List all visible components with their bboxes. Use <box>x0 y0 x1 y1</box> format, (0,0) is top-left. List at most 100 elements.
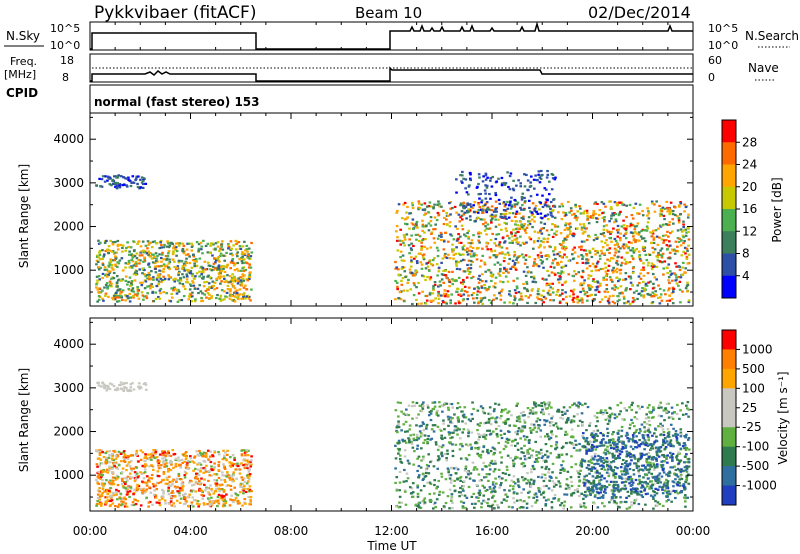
echo-cell <box>636 405 640 408</box>
echo-cell <box>625 301 628 304</box>
echo-cell <box>592 278 595 281</box>
echo-cell <box>528 220 532 223</box>
echo-cell <box>129 383 133 386</box>
echo-cell <box>687 238 691 241</box>
echo-cell <box>486 420 489 423</box>
echo-cell <box>208 276 212 279</box>
echo-cell <box>217 487 221 490</box>
echo-cell <box>189 270 193 273</box>
echo-cell <box>629 222 633 225</box>
echo-cell <box>504 212 508 215</box>
echo-cell <box>572 235 575 238</box>
echo-cell <box>247 266 251 269</box>
echo-cell <box>616 404 620 407</box>
echo-cell <box>170 292 174 296</box>
echo-cell <box>248 490 251 493</box>
echo-cell <box>197 242 201 246</box>
echo-cell <box>415 401 419 405</box>
echo-cell <box>97 381 100 384</box>
echo-cell <box>545 229 549 232</box>
echo-cell <box>634 430 638 434</box>
echo-cell <box>514 212 518 215</box>
echo-cell <box>242 477 246 480</box>
echo-cell <box>502 498 506 501</box>
echo-cell <box>598 472 602 475</box>
echo-cell <box>636 239 639 242</box>
echo-cell <box>520 447 523 450</box>
echo-cell <box>498 292 501 295</box>
echo-cell <box>511 459 515 462</box>
echo-cell <box>208 492 211 495</box>
echo-cell <box>241 504 244 507</box>
echo-cell <box>120 291 123 294</box>
echo-cell <box>426 437 430 441</box>
echo-cell <box>605 224 608 227</box>
echo-cell <box>447 240 450 243</box>
echo-cell <box>242 459 245 462</box>
echo-cell <box>582 481 586 484</box>
echo-cell <box>456 287 459 290</box>
echo-cell <box>564 246 568 249</box>
echo-cell <box>580 254 583 257</box>
echo-cell <box>683 210 686 213</box>
echo-cell <box>394 279 397 283</box>
echo-cell <box>648 423 652 427</box>
echo-cell <box>141 240 145 243</box>
echo-cell <box>482 494 486 497</box>
echo-cell <box>95 478 98 481</box>
echo-cell <box>600 298 604 301</box>
echo-cell <box>567 223 571 226</box>
echo-cell <box>492 470 496 473</box>
echo-cell <box>421 229 424 233</box>
nsky-tick-top: 10^5 <box>50 22 80 35</box>
echo-cell <box>511 241 514 245</box>
echo-cell <box>157 295 160 299</box>
echo-cell <box>233 486 236 489</box>
echo-cell <box>152 300 156 303</box>
echo-cell <box>417 464 421 468</box>
echo-cell <box>239 269 243 272</box>
echo-cell <box>222 267 225 270</box>
echo-cell <box>220 275 223 278</box>
echo-cell <box>653 265 656 268</box>
echo-cell <box>160 280 163 284</box>
echo-cell <box>525 280 528 284</box>
echo-cell <box>678 280 682 283</box>
echo-cell <box>116 505 120 508</box>
echo-cell <box>246 461 250 464</box>
echo-cell <box>134 477 138 480</box>
echo-cell <box>138 385 142 388</box>
echo-cell <box>450 499 453 502</box>
echo-cell <box>178 282 182 285</box>
echo-cell <box>130 258 134 261</box>
echo-cell <box>240 252 244 255</box>
echo-cell <box>234 497 238 500</box>
echo-cell <box>144 250 147 253</box>
echo-cell <box>135 449 139 452</box>
echo-cell <box>609 232 612 235</box>
echo-cell <box>677 442 681 445</box>
echo-cell <box>516 478 520 481</box>
echo-cell <box>101 382 104 385</box>
echo-cell <box>501 236 505 239</box>
echo-cell <box>234 239 238 243</box>
echo-cell <box>648 253 652 257</box>
echo-cell <box>414 255 418 258</box>
echo-cell <box>235 289 239 292</box>
echo-cell <box>97 275 101 278</box>
echo-cell <box>514 268 518 271</box>
echo-cell <box>216 499 220 502</box>
echo-cell <box>216 293 219 297</box>
echo-cell <box>238 472 242 475</box>
echo-cell <box>586 261 590 265</box>
echo-cell <box>653 248 657 251</box>
echo-cell <box>526 479 530 482</box>
echo-cell <box>592 214 595 217</box>
echo-cell <box>478 489 481 492</box>
echo-cell <box>403 238 407 241</box>
echo-cell <box>100 462 104 465</box>
echo-cell <box>505 229 509 233</box>
echo-cell <box>411 206 415 210</box>
echo-cell <box>664 438 668 441</box>
echo-cell <box>588 288 592 291</box>
